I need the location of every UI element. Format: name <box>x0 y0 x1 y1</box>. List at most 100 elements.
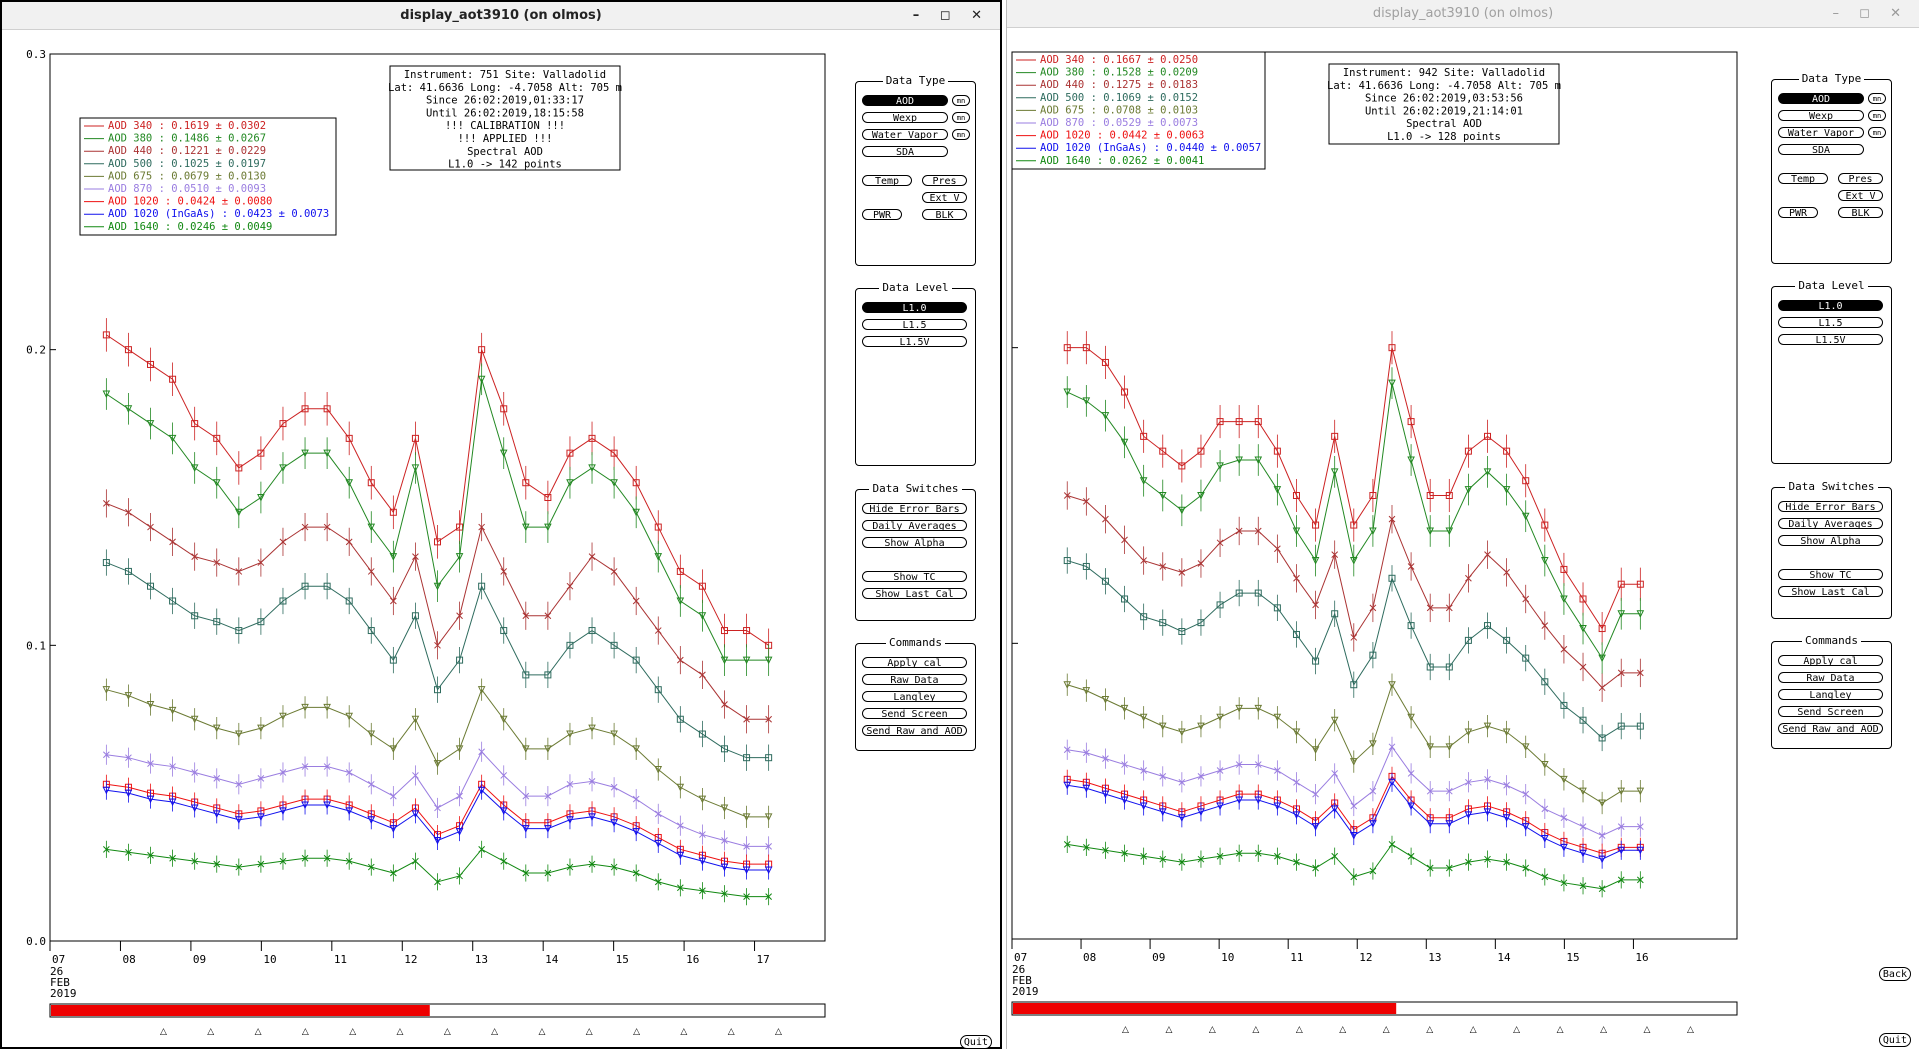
window-titlebar[interactable]: display_aot3910 (on olmos) – ◻ ✕ <box>2 2 1000 30</box>
data-point <box>389 745 398 753</box>
button-mn[interactable]: mn <box>1868 93 1886 104</box>
panel-title-label: Commands <box>886 636 945 649</box>
data-point <box>1464 447 1472 455</box>
x-tick-label: 07 <box>52 953 65 966</box>
data-point <box>1159 563 1167 570</box>
data-point <box>1121 536 1128 544</box>
button-pres[interactable]: Pres <box>922 175 967 187</box>
button-quit[interactable]: Quit <box>1878 1033 1911 1047</box>
button-show-last-cal[interactable]: Show Last Cal <box>1778 586 1883 598</box>
button-blk[interactable]: BLK <box>1838 207 1883 219</box>
data-point <box>720 745 728 753</box>
data-point <box>1560 814 1568 822</box>
data-point <box>1216 601 1224 609</box>
data-point <box>1273 802 1282 811</box>
data-point <box>1579 849 1587 858</box>
window-controls[interactable]: – ◻ ✕ <box>1832 6 1909 21</box>
button-mn[interactable]: mn <box>1868 127 1886 138</box>
data-point <box>676 715 684 723</box>
button-show-tc[interactable]: Show TC <box>1778 569 1883 581</box>
triangle-marker: △ <box>1513 1025 1520 1035</box>
data-point <box>345 597 353 605</box>
data-point <box>522 792 530 800</box>
button-l1-5v[interactable]: L1.5V <box>1778 334 1883 346</box>
button-quit[interactable]: Quit <box>959 1035 992 1049</box>
data-point <box>1197 773 1205 780</box>
triangle-marker: △ <box>1426 1025 1433 1035</box>
button-water-vapor[interactable]: Water Vapor <box>862 129 948 141</box>
button-langley[interactable]: Langley <box>862 691 967 703</box>
button-ext-v[interactable]: Ext V <box>922 192 967 204</box>
button-l1-5v[interactable]: L1.5V <box>862 336 967 348</box>
button-send-screen[interactable]: Send Screen <box>862 708 967 720</box>
button-pwr[interactable]: PWR <box>862 209 902 221</box>
x-tick-label: 16 <box>686 953 699 966</box>
button-pres[interactable]: Pres <box>1838 173 1883 185</box>
button-temp[interactable]: Temp <box>1778 173 1828 185</box>
data-point <box>720 656 729 665</box>
data-point <box>478 523 486 531</box>
button-aod[interactable]: AOD <box>862 95 948 107</box>
button-mn[interactable]: mn <box>952 95 970 106</box>
data-point <box>566 641 574 649</box>
data-point <box>522 479 530 487</box>
button-aod[interactable]: AOD <box>1778 93 1864 105</box>
button-send-raw-and-aod[interactable]: Send Raw and AOD <box>1778 723 1883 735</box>
button-ext-v[interactable]: Ext V <box>1838 190 1883 202</box>
button-pwr[interactable]: PWR <box>1778 207 1818 219</box>
button-blk[interactable]: BLK <box>922 209 967 221</box>
button-l1-0[interactable]: L1.0 <box>1778 300 1883 312</box>
data-point <box>301 763 309 770</box>
button-raw-data[interactable]: Raw Data <box>1778 672 1883 684</box>
button-wexp[interactable]: Wexp <box>1778 110 1864 122</box>
button-l1-5[interactable]: L1.5 <box>862 319 967 331</box>
button-hide-error-bars[interactable]: Hide Error Bars <box>1778 501 1883 513</box>
data-point <box>1541 873 1549 881</box>
window-titlebar[interactable]: display_aot3910 (on olmos) – ◻ ✕ <box>1007 0 1919 28</box>
data-point <box>610 819 618 827</box>
data-point <box>168 706 177 715</box>
data-point <box>389 792 397 800</box>
button-l1-5[interactable]: L1.5 <box>1778 317 1883 329</box>
button-show-alpha[interactable]: Show Alpha <box>862 537 967 549</box>
panel-title-label: Data Switches <box>1785 480 1878 493</box>
button-sda[interactable]: SDA <box>862 146 948 158</box>
data-point <box>721 890 728 898</box>
button-mn[interactable]: mn <box>952 129 970 140</box>
data-point <box>1502 728 1511 737</box>
button-back[interactable]: Back <box>1878 967 1911 981</box>
data-point <box>477 375 486 384</box>
button-apply-cal[interactable]: Apply cal <box>1778 655 1883 667</box>
data-point <box>1636 787 1645 796</box>
data-point <box>1121 761 1128 768</box>
data-point <box>1369 651 1377 659</box>
data-point <box>389 825 398 833</box>
button-langley[interactable]: Langley <box>1778 689 1883 701</box>
data-point <box>1388 515 1396 523</box>
button-temp[interactable]: Temp <box>862 175 912 187</box>
data-point <box>1235 456 1243 465</box>
button-l1-0[interactable]: L1.0 <box>862 302 967 314</box>
button-mn[interactable]: mn <box>1868 110 1886 121</box>
button-mn[interactable]: mn <box>952 112 970 123</box>
button-sda[interactable]: SDA <box>1778 144 1864 156</box>
button-show-alpha[interactable]: Show Alpha <box>1778 535 1883 547</box>
data-point <box>500 627 508 635</box>
x-tick-label: 12 <box>1359 951 1372 964</box>
data-point <box>1369 820 1377 828</box>
button-water-vapor[interactable]: Water Vapor <box>1778 127 1864 139</box>
button-daily-averages[interactable]: Daily Averages <box>1778 518 1883 530</box>
button-hide-error-bars[interactable]: Hide Error Bars <box>862 503 967 515</box>
button-show-last-cal[interactable]: Show Last Cal <box>862 588 967 600</box>
button-send-raw-and-aod[interactable]: Send Raw and AOD <box>862 725 967 737</box>
button-apply-cal[interactable]: Apply cal <box>862 657 967 669</box>
button-show-tc[interactable]: Show TC <box>862 571 967 583</box>
button-raw-data[interactable]: Raw Data <box>862 674 967 686</box>
button-wexp[interactable]: Wexp <box>862 112 948 124</box>
data-point <box>1598 799 1606 808</box>
data-point <box>169 854 176 862</box>
button-daily-averages[interactable]: Daily Averages <box>862 520 967 532</box>
button-send-screen[interactable]: Send Screen <box>1778 706 1883 718</box>
window-controls[interactable]: – ◻ ✕ <box>912 8 990 23</box>
